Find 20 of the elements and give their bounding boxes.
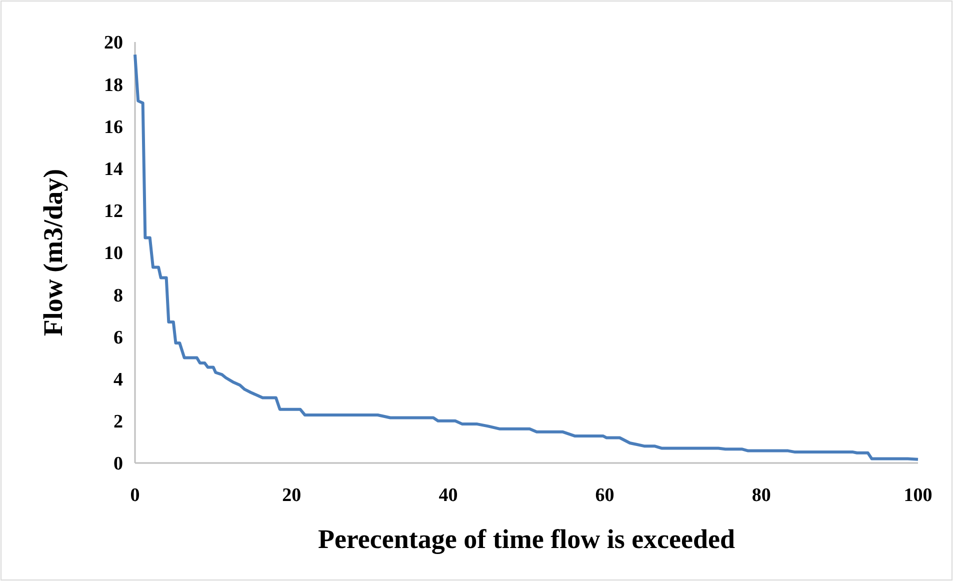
y-tick-label: 8 — [114, 285, 123, 306]
y-tick-label: 4 — [114, 369, 124, 390]
line-series — [134, 53, 920, 461]
y-tick-label: 6 — [114, 327, 123, 348]
x-tick-label: 20 — [282, 485, 302, 506]
y-tick-label: 2 — [114, 412, 123, 433]
x-axis-title: Perecentage of time flow is exceeded — [318, 524, 736, 554]
x-tick-label: 0 — [130, 485, 140, 506]
y-tick-label: 0 — [114, 454, 123, 475]
x-tick-label: 100 — [904, 485, 932, 506]
x-tick-label: 40 — [438, 485, 458, 506]
y-tick-label: 18 — [104, 74, 123, 96]
y-tick-label: 20 — [104, 32, 123, 54]
x-tick-label: 60 — [595, 485, 614, 506]
y-axis-title: Flow (m3/day) — [38, 168, 68, 336]
y-tick-label: 10 — [104, 243, 123, 264]
y-tick-label: 12 — [104, 201, 123, 222]
x-tick-label: 80 — [752, 485, 771, 506]
y-tick-label: 14 — [104, 158, 124, 180]
y-tick-label: 16 — [104, 116, 123, 138]
